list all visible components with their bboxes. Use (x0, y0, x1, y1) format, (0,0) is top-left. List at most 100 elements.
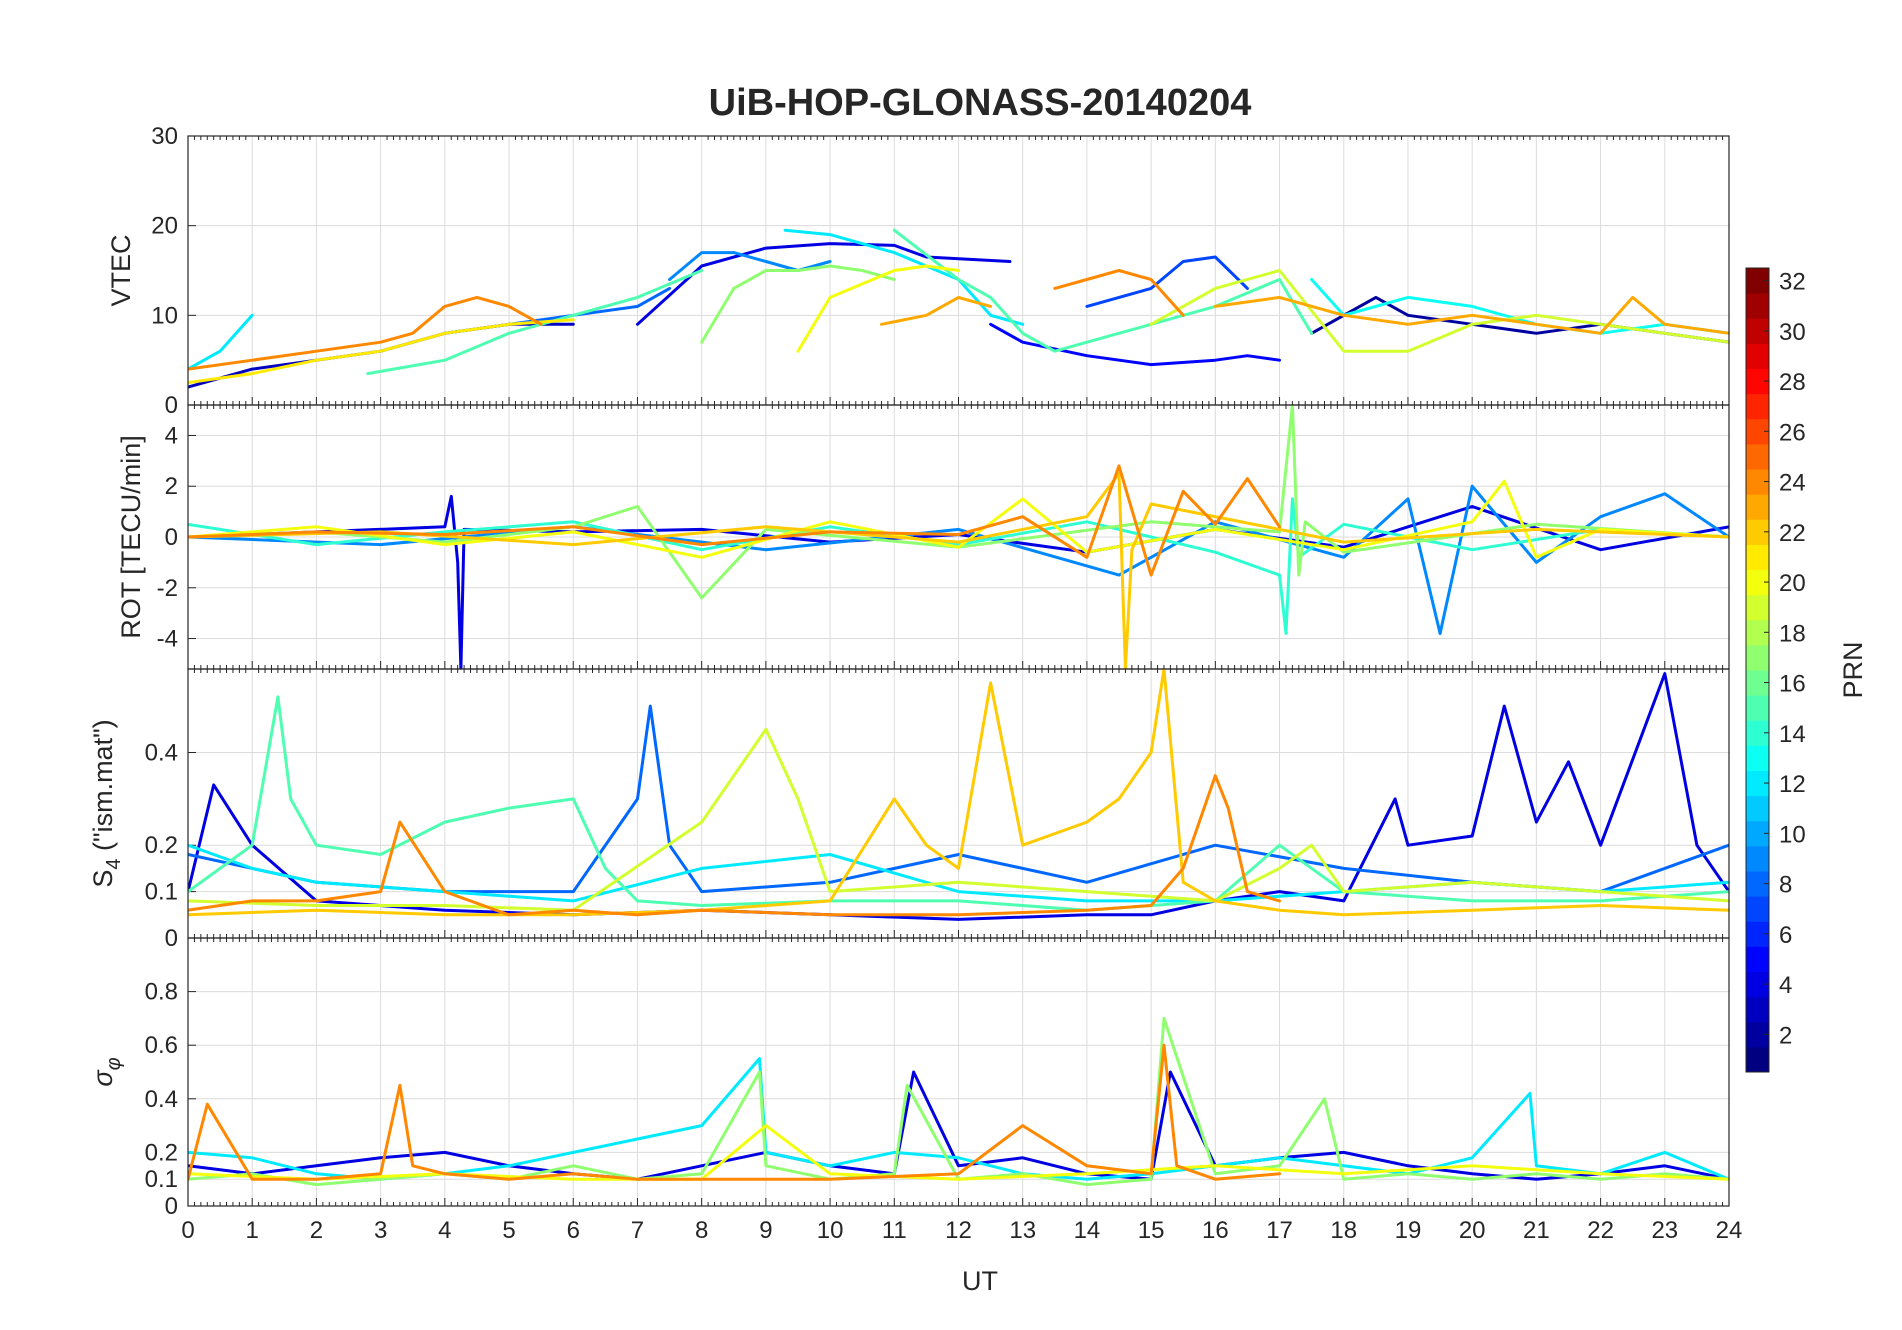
series-group (188, 228, 1729, 389)
colorbar-segment (1746, 770, 1769, 797)
panel-s4: 0 0.1 0.2 0.4 S4 ("ism.mat") (88, 668, 1730, 952)
y-axis-label: ROT [TECU/min] (116, 435, 146, 639)
y-tick-label: 10 (151, 302, 178, 329)
colorbar-tick-label: 20 (1779, 570, 1806, 597)
y-axis-label: VTEC (106, 234, 136, 306)
x-tick-label: 18 (1330, 1217, 1357, 1244)
series-line (188, 669, 1729, 917)
series-line (188, 1070, 1729, 1181)
colorbar-segment (1746, 820, 1769, 847)
y-tick-label: 0.4 (145, 1086, 178, 1113)
y-tick-label: 0.2 (145, 1139, 178, 1166)
colorbar-tick-label: 32 (1779, 269, 1806, 296)
colorbar-tick-label: 12 (1779, 771, 1806, 798)
colorbar-segment (1746, 971, 1769, 998)
x-tick-label: 17 (1266, 1217, 1293, 1244)
series-line (188, 1057, 1729, 1181)
colorbar-segment (1746, 569, 1769, 596)
y-tick-label: 0 (165, 1193, 178, 1220)
series-line (989, 322, 1281, 367)
series-line (1149, 269, 1729, 353)
series-line (188, 774, 1281, 917)
y-tick-label: -4 (157, 626, 178, 653)
colorbar-label: PRN (1838, 641, 1868, 698)
colorbar-tick-label: 14 (1779, 721, 1806, 748)
colorbar-segment (1746, 1046, 1769, 1073)
y-tick-label: 0 (165, 925, 178, 952)
colorbar-segment (1746, 644, 1769, 671)
colorbar-tick-label: 4 (1779, 972, 1792, 999)
y-tick-label: -2 (157, 575, 178, 602)
x-tick-label: 0 (181, 1217, 194, 1244)
y-tick-label: 20 (151, 213, 178, 240)
y-tick-label: 0.8 (145, 979, 178, 1006)
x-tick-label: 13 (1009, 1217, 1036, 1244)
colorbar-tick-label: 6 (1779, 922, 1792, 949)
colorbar-segment (1746, 418, 1769, 445)
series-line (188, 472, 1729, 669)
x-tick-label: 9 (759, 1217, 772, 1244)
series-line (1310, 278, 1729, 335)
series-group (188, 1016, 1729, 1187)
colorbar-segment (1746, 845, 1769, 872)
x-tick-label: 2 (310, 1217, 323, 1244)
colorbar-segment (1746, 594, 1769, 621)
x-tick-label: 24 (1716, 1217, 1743, 1244)
x-tick-label: 22 (1587, 1217, 1614, 1244)
series-line (188, 695, 1729, 912)
y-tick-label: 30 (151, 123, 178, 150)
colorbar-frame (1745, 267, 1770, 1073)
series-group (188, 669, 1729, 921)
x-tick-label: 20 (1459, 1217, 1486, 1244)
colorbar-segment (1746, 946, 1769, 972)
x-tick-label: 6 (567, 1217, 580, 1244)
series-line (700, 264, 896, 344)
colorbar-segment (1746, 896, 1769, 922)
colorbar-tick-label: 28 (1779, 369, 1806, 396)
colorbar-segment (1746, 368, 1769, 395)
colorbar-segment (1746, 544, 1769, 570)
colorbar-segment (1746, 921, 1769, 947)
colorbar-segment (1746, 343, 1769, 369)
x-tick-label: 23 (1651, 1217, 1678, 1244)
series-line (188, 295, 543, 371)
x-tick-label: 5 (502, 1217, 515, 1244)
series-line (188, 464, 1281, 577)
colorbar-tick-label: 30 (1779, 319, 1806, 346)
colorbar-segment (1746, 871, 1769, 897)
series-line (188, 672, 1729, 921)
colorbar-tick-label: 24 (1779, 470, 1806, 497)
colorbar-segment (1746, 1021, 1769, 1048)
x-tick-label: 11 (882, 1217, 907, 1244)
x-tick-label: 7 (631, 1217, 644, 1244)
y-tick-label: 0.1 (145, 879, 178, 906)
series-line (892, 228, 1314, 353)
colorbar-segment (1746, 494, 1769, 520)
series-line (188, 318, 575, 385)
series-line (1053, 269, 1185, 317)
colorbar-segment (1746, 393, 1769, 420)
x-tick-label: 16 (1202, 1217, 1229, 1244)
y-axis-label: S4 ("ism.mat") (88, 719, 125, 887)
x-tick-labels: 0 1 2 3 4 5 6 7 8 9 10 11 12 13 14 15 16 17 18 19 20 21 22 23 24 (181, 1217, 1742, 1244)
series-line (1213, 295, 1729, 335)
chart-title: UiB-HOP-GLONASS-20140204 (709, 82, 1252, 124)
series-group (188, 405, 1729, 669)
y-tick-label: 0.6 (145, 1032, 178, 1059)
series-line (443, 286, 672, 335)
panel-sigma: 00.10.2 0.4 0.6 0.8 σφ (88, 937, 1730, 1220)
series-line (636, 242, 1012, 326)
y-tick-label: 0 (165, 524, 178, 551)
colorbar-segment (1746, 318, 1769, 344)
x-tick-label: 15 (1138, 1217, 1165, 1244)
colorbar-segment (1746, 670, 1769, 696)
series-line (188, 313, 254, 371)
series-line (796, 264, 960, 353)
colorbar-segment (1746, 469, 1769, 495)
y-tick-label: 2 (165, 473, 178, 500)
colorbar-tick-label: 22 (1779, 520, 1806, 547)
colorbar-tick-label: 18 (1779, 620, 1806, 647)
